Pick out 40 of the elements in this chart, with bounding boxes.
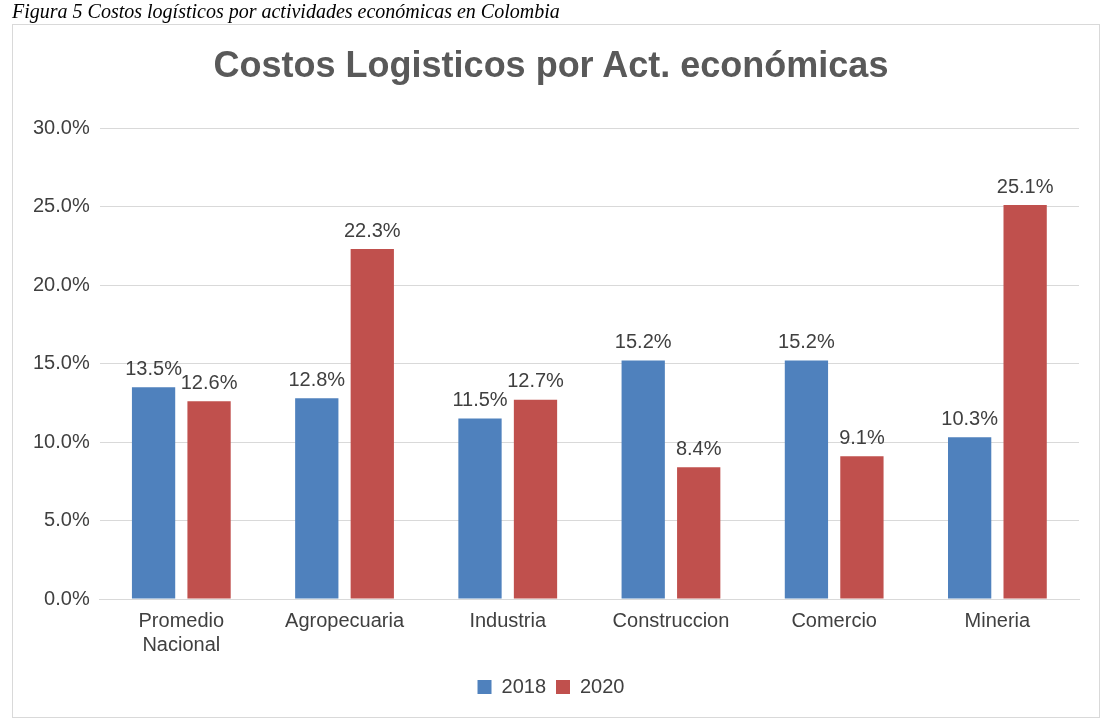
data-label: 10.3% — [941, 406, 999, 429]
bar — [677, 467, 721, 599]
data-label: 11.5% — [452, 388, 508, 411]
data-label: 15.2% — [614, 329, 672, 352]
bar — [1003, 205, 1047, 599]
bar — [458, 418, 502, 599]
bar — [295, 398, 339, 599]
data-label: 12.8% — [288, 367, 346, 390]
bar — [187, 401, 231, 599]
y-tick-label: 20.0% — [32, 272, 90, 295]
text: Figura 5 Costos logísticos por actividades económicas en Colombia — [12, 0, 560, 22]
legend-label: 2018 — [501, 674, 547, 697]
data-label: 12.7% — [507, 369, 565, 392]
y-tick-label: 25.0% — [32, 194, 90, 217]
bar — [784, 360, 829, 599]
data-label: 25.1% — [996, 174, 1054, 197]
data-label: 9.1% — [839, 425, 885, 448]
y-tick-label: 10.0% — [32, 429, 90, 452]
data-label: 22.3% — [343, 218, 401, 241]
x-tick-label: Comercio — [791, 608, 877, 631]
bar — [621, 360, 665, 599]
y-tick-label: 30.0% — [32, 115, 90, 138]
y-tick-label: 15.0% — [32, 351, 90, 374]
bar — [131, 387, 176, 599]
bar — [513, 399, 558, 599]
y-tick-label: 5.0% — [44, 508, 90, 531]
x-tick-label: Mineria — [964, 608, 1032, 631]
data-label: 8.4% — [675, 436, 722, 459]
bar — [350, 249, 394, 599]
x-tick-label: Promedio Nacional — [138, 608, 225, 655]
y-tick-label: 0.0% — [44, 586, 90, 609]
chart-title: Costos Logisticos por Act. económicas — [213, 43, 889, 85]
data-label: 15.2% — [778, 329, 835, 352]
legend-label: 2020 — [580, 674, 625, 697]
bar — [948, 437, 992, 599]
x-tick-label: Agropecuaria — [285, 608, 405, 631]
data-label: 13.5% — [125, 356, 183, 379]
x-tick-label: Industria — [469, 608, 547, 631]
bar — [840, 456, 884, 599]
x-tick-label: Construccion — [612, 608, 730, 631]
